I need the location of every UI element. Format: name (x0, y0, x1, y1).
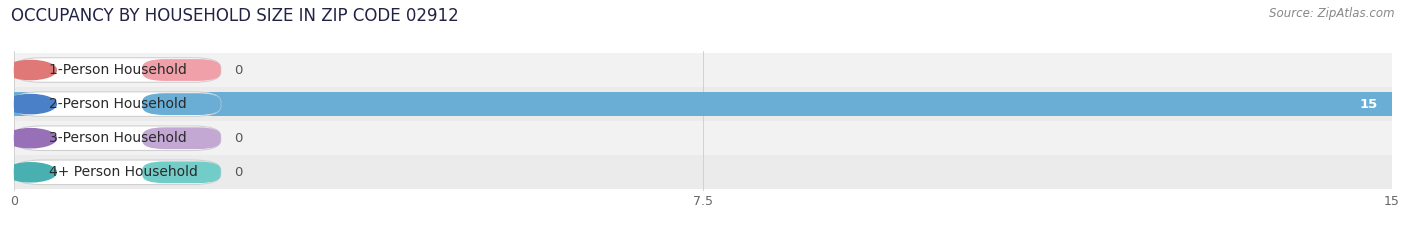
Circle shape (4, 60, 56, 80)
Circle shape (4, 129, 56, 148)
FancyBboxPatch shape (14, 126, 221, 151)
Text: 4+ Person Household: 4+ Person Household (49, 165, 198, 179)
Bar (14, 53, 1392, 87)
Text: OCCUPANCY BY HOUSEHOLD SIZE IN ZIP CODE 02912: OCCUPANCY BY HOUSEHOLD SIZE IN ZIP CODE … (11, 7, 458, 25)
Bar (14, 92, 1392, 116)
Text: 3-Person Household: 3-Person Household (49, 131, 187, 145)
FancyBboxPatch shape (142, 59, 221, 81)
Circle shape (4, 163, 56, 182)
FancyBboxPatch shape (142, 161, 221, 183)
FancyBboxPatch shape (14, 58, 221, 82)
FancyBboxPatch shape (14, 92, 221, 116)
Text: 1-Person Household: 1-Person Household (49, 63, 187, 77)
FancyBboxPatch shape (142, 93, 221, 115)
Text: 0: 0 (235, 166, 243, 179)
Bar (14, 121, 1392, 155)
FancyBboxPatch shape (14, 160, 221, 185)
Bar (14, 87, 1392, 121)
Text: Source: ZipAtlas.com: Source: ZipAtlas.com (1270, 7, 1395, 20)
Circle shape (4, 95, 56, 114)
Text: 0: 0 (235, 64, 243, 76)
Bar (14, 155, 1392, 189)
Text: 0: 0 (235, 132, 243, 145)
FancyBboxPatch shape (142, 127, 221, 149)
Text: 2-Person Household: 2-Person Household (49, 97, 187, 111)
Text: 15: 15 (1360, 98, 1378, 111)
